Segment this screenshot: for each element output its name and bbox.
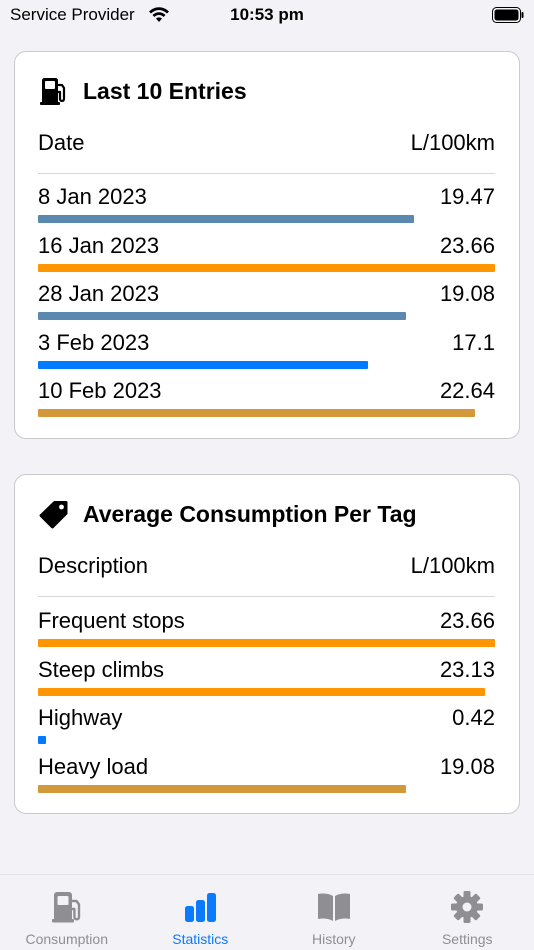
row-label: 10 Feb 2023	[38, 378, 162, 403]
list-item: Highway 0.42	[38, 704, 495, 752]
fuel-pump-icon	[40, 78, 66, 105]
tab-statistics[interactable]: Statistics	[134, 875, 268, 950]
row-text: Frequent stops 23.66	[38, 607, 495, 635]
consumption-bar	[38, 784, 407, 793]
tag-icon	[39, 501, 68, 529]
consumption-bar	[38, 409, 476, 417]
book-icon	[317, 893, 350, 921]
list-item: 8 Jan 2023 19.47	[38, 183, 495, 231]
row-label: 3 Feb 2023	[38, 329, 150, 355]
row-value: 22.64	[439, 378, 495, 403]
status-time: 10:53 pm	[230, 5, 304, 24]
card-title: Average Consumption Per Tag	[83, 500, 417, 527]
row-value: 19.47	[439, 184, 495, 209]
bar-track	[38, 639, 495, 647]
consumption-column-header: L/100km	[410, 553, 495, 578]
column-headers: Date L/100km	[38, 130, 495, 156]
consumption-bar	[38, 312, 407, 320]
row-text: Highway 0.42	[38, 704, 495, 732]
row-text: 16 Jan 2023 23.66	[38, 232, 495, 260]
row-text: 10 Feb 2023 22.64	[38, 377, 495, 405]
row-value: 19.08	[439, 753, 495, 779]
consumption-bar	[38, 639, 495, 647]
row-value: 23.66	[439, 608, 495, 633]
row-value: 23.13	[439, 656, 495, 682]
row-value: 17.1	[452, 329, 495, 355]
tag-averages-header: Average Consumption Per Tag	[39, 497, 417, 531]
list-item: Frequent stops 23.66	[38, 607, 495, 655]
row-text: 8 Jan 2023 19.47	[38, 183, 495, 211]
divider	[38, 596, 495, 597]
tag-averages-card: Average Consumption Per Tag Description …	[14, 474, 520, 814]
tab-settings[interactable]: Settings	[401, 875, 534, 950]
column-headers: Description L/100km	[38, 553, 495, 579]
bar-chart-icon	[185, 893, 217, 922]
description-column-header: Description	[38, 553, 149, 578]
gear-icon	[451, 891, 484, 923]
list-item: Steep climbs 23.13	[38, 656, 495, 704]
carrier-name: Service Provider	[10, 5, 135, 24]
row-label: 8 Jan 2023	[38, 184, 147, 209]
consumption-column-header: L/100km	[410, 130, 495, 155]
tab-label: Consumption	[25, 931, 109, 947]
tab-label: Settings	[441, 931, 493, 947]
bar-track	[38, 687, 495, 696]
row-label: Frequent stops	[38, 608, 185, 633]
row-value: 19.08	[439, 281, 495, 306]
row-text: 28 Jan 2023 19.08	[38, 280, 495, 308]
tab-history[interactable]: History	[267, 875, 401, 950]
bar-track	[38, 312, 495, 320]
bar-track	[38, 263, 495, 272]
list-item: 3 Feb 2023 17.1	[38, 329, 495, 377]
bar-track	[38, 409, 495, 417]
battery-icon	[492, 7, 524, 23]
tab-consumption[interactable]: Consumption	[0, 875, 134, 950]
tab-label: History	[311, 931, 356, 947]
row-value: 0.42	[452, 705, 495, 730]
status-bar: Service Provider 10:53 pm	[0, 0, 534, 30]
bar-track	[38, 215, 495, 223]
divider	[38, 173, 495, 174]
last-entries-header: Last 10 Entries	[39, 74, 247, 108]
list-item: Heavy load 19.08	[38, 753, 495, 801]
row-text: 3 Feb 2023 17.1	[38, 329, 495, 357]
row-label: Highway	[38, 705, 123, 730]
row-text: Heavy load 19.08	[38, 753, 495, 781]
consumption-bar	[38, 360, 369, 369]
bar-track	[38, 784, 495, 793]
bar-track	[38, 736, 495, 744]
fuel-pump-icon	[51, 892, 80, 923]
list-item: 10 Feb 2023 22.64	[38, 377, 495, 425]
row-label: 16 Jan 2023	[38, 232, 160, 258]
consumption-bar	[38, 687, 485, 696]
row-label: Steep climbs	[38, 656, 164, 682]
consumption-bar	[38, 263, 495, 272]
last-entries-card: Last 10 Entries Date L/100km 8 Jan 2023 1…	[14, 51, 520, 439]
wifi-icon	[149, 7, 169, 22]
tab-label: Statistics	[172, 931, 229, 947]
bar-track	[38, 360, 495, 369]
row-value: 23.66	[439, 232, 495, 258]
row-text: Steep climbs 23.13	[38, 656, 495, 684]
tab-bar: Consumption Statistics History	[0, 874, 534, 950]
list-item: 28 Jan 2023 19.08	[38, 280, 495, 328]
consumption-bar	[38, 736, 47, 744]
row-label: Heavy load	[38, 753, 149, 779]
date-column-header: Date	[38, 130, 85, 155]
list-item: 16 Jan 2023 23.66	[38, 232, 495, 280]
consumption-bar	[38, 215, 415, 223]
card-title: Last 10 Entries	[83, 77, 247, 104]
row-label: 28 Jan 2023	[38, 281, 160, 306]
